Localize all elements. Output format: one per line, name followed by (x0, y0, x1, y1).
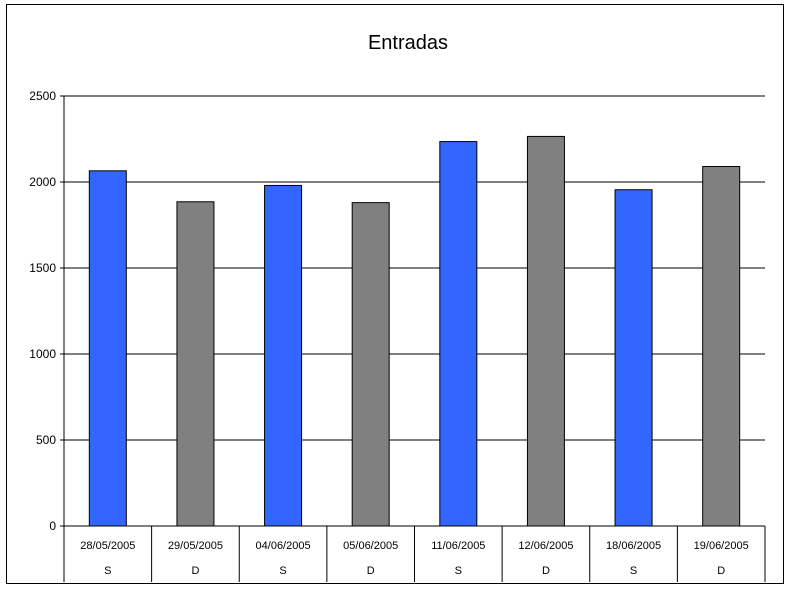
bar (526, 135, 565, 527)
x-tick-label: 12/06/2005 (518, 540, 573, 552)
y-tick-labels: 0 500 1000 1500 2000 2500 (29, 89, 56, 533)
x-tick-label: 19/06/2005 (694, 540, 749, 552)
x-subcategory-label: S (630, 565, 637, 577)
x-subcategory-label: S (104, 565, 111, 577)
x-subcategory-label: S (455, 565, 462, 577)
bars (88, 135, 741, 527)
gridlines (64, 95, 765, 441)
x-tick-label: 29/05/2005 (168, 540, 223, 552)
chart-title: Entradas (368, 32, 448, 54)
x-tick-label: 04/06/2005 (256, 540, 311, 552)
x-subcategory-label: D (191, 565, 199, 577)
bar (88, 170, 127, 527)
x-tick-label: 28/05/2005 (80, 540, 135, 552)
bar (176, 201, 215, 527)
x-tick-label: 11/06/2005 (431, 540, 485, 552)
x-subcategory-label: S (279, 565, 286, 577)
y-tick-label: 0 (49, 519, 56, 533)
bar (702, 166, 741, 527)
bar (264, 184, 303, 527)
chart-frame (6, 4, 784, 584)
y-tick-label: 2000 (29, 175, 56, 189)
x-tick-labels: 28/05/2005 S 29/05/2005 D 04/06/2005 S 05/06/2… (80, 540, 748, 577)
x-tick-label: 18/06/2005 (606, 540, 661, 552)
x-tick-label: 05/06/2005 (343, 540, 398, 552)
y-tick-label: 500 (36, 433, 56, 447)
bar (614, 189, 653, 527)
x-subcategory-label: D (717, 565, 725, 577)
axes (60, 95, 766, 582)
y-tick-label: 1500 (29, 261, 56, 275)
y-tick-label: 2500 (29, 89, 56, 103)
bar (439, 141, 478, 527)
x-subcategory-label: D (542, 565, 550, 577)
y-tick-label: 1000 (29, 347, 56, 361)
bar (351, 202, 390, 527)
x-subcategory-label: D (367, 565, 375, 577)
